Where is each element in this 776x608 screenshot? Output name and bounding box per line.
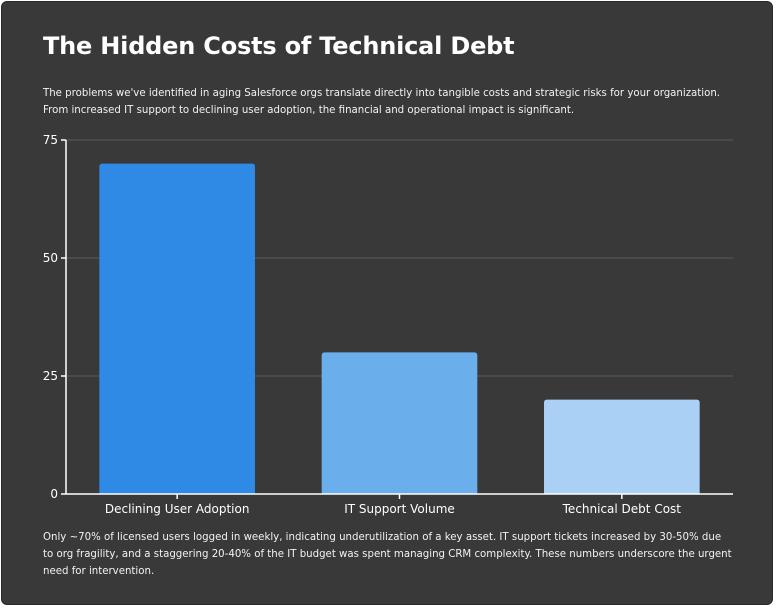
y-tick-label: 75 xyxy=(43,133,58,147)
x-tick-label: Declining User Adoption xyxy=(105,502,250,516)
y-tick-label: 50 xyxy=(43,251,58,265)
y-tick-label: 25 xyxy=(43,369,58,383)
axes xyxy=(61,139,733,499)
x-tick-label: IT Support Volume xyxy=(344,502,455,516)
bar-technical-debt-cost[interactable] xyxy=(544,399,700,494)
footer-text: Only ~70% of licensed users logged in we… xyxy=(43,532,732,577)
y-tick-label: 0 xyxy=(50,487,58,501)
bars xyxy=(99,163,700,494)
page-title: The Hidden Costs of Technical Debt xyxy=(43,32,515,60)
axis-labels: 0 25 50 75 Declining User Adoption IT Support… xyxy=(43,133,682,516)
bar-declining-user-adoption[interactable] xyxy=(99,163,255,494)
bar-it-support-volume[interactable] xyxy=(321,352,478,494)
x-tick-label: Technical Debt Cost xyxy=(562,502,682,516)
intro-text: The problems we've identified in aging S… xyxy=(43,88,721,116)
